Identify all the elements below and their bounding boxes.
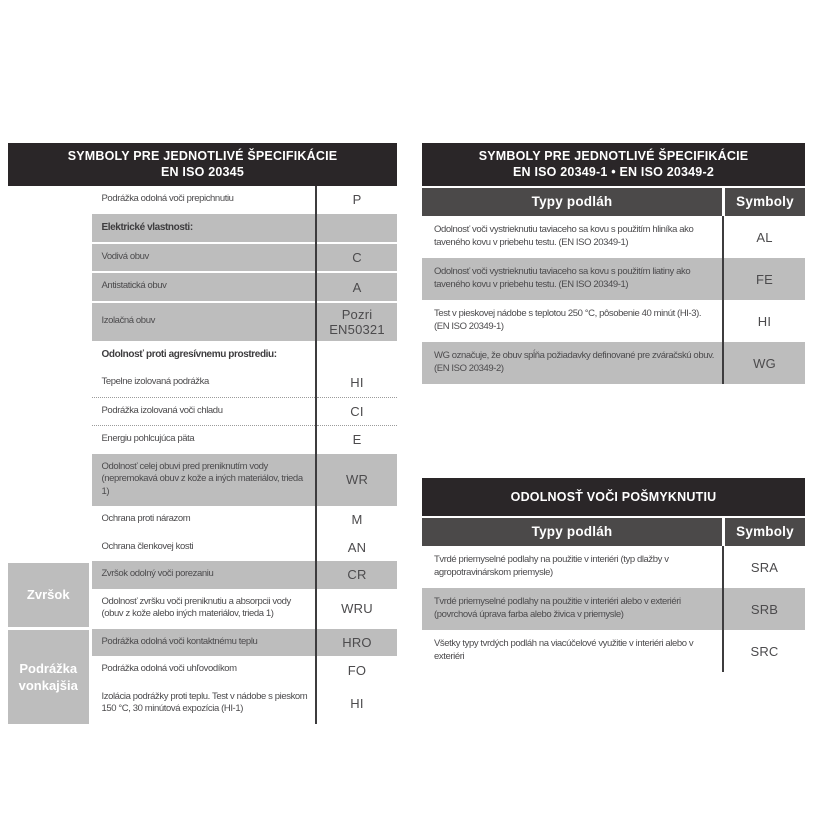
table-slip-resistance: ODOLNOSŤ VOČI POŠMYKNUTIU Typy podláh Sy… bbox=[422, 478, 805, 673]
spec-symbol: M bbox=[317, 506, 397, 534]
spec-description: Podrážka odolná voči prepichnutiu bbox=[90, 186, 317, 214]
spec-row: Všetky typy tvrdých podláh na viacúčelov… bbox=[422, 630, 805, 673]
spec-description: Izolácia podrážky proti teplu. Test v ná… bbox=[90, 683, 317, 724]
spec-symbol: CI bbox=[317, 397, 397, 427]
spec-description: Tepelne izolovaná podrážka bbox=[90, 368, 317, 398]
column-divider bbox=[722, 546, 724, 673]
spec-description: Tvrdé priemyselné podlahy na použitie v … bbox=[422, 588, 724, 631]
col-header-typy-podlah: Typy podláh bbox=[422, 518, 722, 546]
spec-description: Izolačná obuv bbox=[90, 301, 317, 341]
column-headers: Typy podláh Symboly bbox=[422, 188, 805, 216]
table-title-line1: SYMBOLY PRE JEDNOTLIVÉ ŠPECIFIKÁCIE bbox=[67, 149, 338, 163]
spec-symbol: FO bbox=[317, 656, 397, 684]
spec-description: Ochrana členkovej kosti bbox=[90, 533, 317, 562]
spec-description: Vodivá obuv bbox=[90, 242, 317, 274]
spec-row: Ochrana členkovej kosti AN bbox=[8, 533, 397, 562]
spec-row: Izolačná obuv Pozri EN50321 bbox=[8, 301, 397, 341]
row-group-label-zvrsok: Zvršok bbox=[8, 561, 92, 631]
col-header-symboly: Symboly bbox=[725, 518, 805, 546]
col-header-symboly: Symboly bbox=[725, 188, 805, 216]
spec-row: Elektrické vlastnosti: bbox=[8, 213, 397, 244]
spec-row: Odolnosť proti agresívnemu prostrediu: bbox=[8, 340, 397, 369]
spec-row: Odolnosť zvršku voči preniknutiu a absor… bbox=[8, 588, 397, 629]
spec-description: Energiu pohlcujúca päta bbox=[90, 425, 317, 454]
spec-row: Odolnosť voči vystrieknutiu taviaceho sa… bbox=[422, 258, 805, 301]
spec-row: Tvrdé priemyselné podlahy na použitie v … bbox=[422, 588, 805, 631]
spec-description: Test v pieskovej nádobe s teplotou 250 °… bbox=[422, 300, 724, 343]
spec-section-heading: Elektrické vlastnosti: bbox=[90, 213, 317, 244]
spec-row: Podrážka vonkajšia Podrážka odolná voči … bbox=[8, 628, 397, 724]
spec-description: WG označuje, že obuv spĺňa požiadavky de… bbox=[422, 342, 724, 385]
spec-description: Podrážka odolná voči uhľovodíkom bbox=[90, 656, 317, 684]
spec-description: Odolnosť celej obuvi pred preniknutím vo… bbox=[90, 453, 317, 507]
spec-description: Podrážka izolovaná voči chladu bbox=[90, 397, 317, 427]
col-header-typy-podlah: Typy podláh bbox=[422, 188, 722, 216]
table-en-iso-20345: SYMBOLY PRE JEDNOTLIVÉ ŠPECIFIKÁCIE EN I… bbox=[8, 143, 397, 724]
spec-row: Tepelne izolovaná podrážka HI bbox=[8, 368, 397, 398]
spec-description: Tvrdé priemyselné podlahy na použitie v … bbox=[422, 546, 724, 589]
table-title-line2: EN ISO 20345 bbox=[160, 165, 244, 179]
spec-symbol: HI bbox=[317, 368, 397, 398]
spec-row: Zvršok Zvršok odolný voči porezaniu CR bbox=[8, 561, 397, 631]
spec-symbol: SRA bbox=[724, 546, 805, 589]
table-title: ODOLNOSŤ VOČI POŠMYKNUTIU bbox=[510, 490, 717, 504]
spec-symbol: WG bbox=[724, 342, 805, 385]
table-title-line1: SYMBOLY PRE JEDNOTLIVÉ ŠPECIFIKÁCIE bbox=[478, 149, 749, 163]
spec-table: Podrážky obuvi Podrážka odolná voči prep… bbox=[8, 186, 397, 724]
spec-description: Všetky typy tvrdých podláh na viacúčelov… bbox=[422, 630, 724, 673]
column-divider bbox=[315, 186, 317, 724]
spec-symbol: P bbox=[317, 186, 397, 214]
spec-description: Odolnosť voči vystrieknutiu taviaceho sa… bbox=[422, 258, 724, 301]
spec-symbol: AL bbox=[724, 216, 805, 259]
spec-row: Ochrana proti nárazom M bbox=[8, 506, 397, 534]
spec-row: Tvrdé priemyselné podlahy na použitie v … bbox=[422, 546, 805, 589]
spec-section-heading: Odolnosť proti agresívnemu prostrediu: bbox=[90, 340, 317, 369]
spec-row: Podrážky obuvi Podrážka odolná voči prep… bbox=[8, 186, 397, 563]
spec-row: Podrážka odolná voči uhľovodíkom FO bbox=[8, 656, 397, 684]
spec-symbol: HI bbox=[317, 683, 397, 724]
spec-symbol: WR bbox=[317, 453, 397, 507]
row-group-label-podrazka-vonkajsia: Podrážka vonkajšia bbox=[8, 628, 92, 724]
spec-row: Odolnosť celej obuvi pred preniknutím vo… bbox=[8, 453, 397, 507]
spec-description: Odolnosť zvršku voči preniknutiu a absor… bbox=[90, 588, 317, 629]
spec-description: Podrážka odolná voči kontaktnému teplu bbox=[90, 628, 317, 657]
spec-symbol: Pozri EN50321 bbox=[317, 301, 397, 341]
spec-symbol: C bbox=[317, 242, 397, 274]
spec-description: Ochrana proti nárazom bbox=[90, 506, 317, 534]
table-en-iso-20345-header: SYMBOLY PRE JEDNOTLIVÉ ŠPECIFIKÁCIE EN I… bbox=[8, 143, 397, 186]
spec-symbol: FE bbox=[724, 258, 805, 301]
spec-symbol: E bbox=[317, 425, 397, 454]
spec-row: Test v pieskovej nádobe s teplotou 250 °… bbox=[422, 300, 805, 343]
spec-symbol: SRB bbox=[724, 588, 805, 631]
spec-symbol: AN bbox=[317, 533, 397, 562]
spec-description: Zvršok odolný voči porezaniu bbox=[90, 561, 317, 589]
spec-symbol: WRU bbox=[317, 588, 397, 629]
spec-symbol bbox=[317, 213, 397, 244]
spec-symbol: HRO bbox=[317, 628, 397, 657]
spec-description: Odolnosť voči vystrieknutiu taviaceho sa… bbox=[422, 216, 724, 259]
spec-symbol: A bbox=[317, 272, 397, 303]
spec-row: Izolácia podrážky proti teplu. Test v ná… bbox=[8, 683, 397, 724]
spec-row: Odolnosť voči vystrieknutiu taviaceho sa… bbox=[422, 216, 805, 259]
spec-symbol: HI bbox=[724, 300, 805, 343]
table-slip-resistance-header: ODOLNOSŤ VOČI POŠMYKNUTIU bbox=[422, 478, 805, 516]
table-en-iso-20349: SYMBOLY PRE JEDNOTLIVÉ ŠPECIFIKÁCIE EN I… bbox=[422, 143, 805, 385]
spec-row: Antistatická obuv A bbox=[8, 272, 397, 303]
spec-row: Podrážka izolovaná voči chladu CI bbox=[8, 397, 397, 427]
spec-symbol: CR bbox=[317, 561, 397, 589]
spec-row: Vodivá obuv C bbox=[8, 242, 397, 274]
spec-symbol bbox=[317, 340, 397, 369]
spec-table: Odolnosť voči vystrieknutiu taviaceho sa… bbox=[422, 216, 805, 385]
row-group-label-podrazky-obuvi: Podrážky obuvi bbox=[8, 186, 92, 563]
spec-row: Energiu pohlcujúca päta E bbox=[8, 425, 397, 454]
table-en-iso-20349-header: SYMBOLY PRE JEDNOTLIVÉ ŠPECIFIKÁCIE EN I… bbox=[422, 143, 805, 186]
spec-table: Tvrdé priemyselné podlahy na použitie v … bbox=[422, 546, 805, 673]
spec-row: WG označuje, že obuv spĺňa požiadavky de… bbox=[422, 342, 805, 385]
column-divider bbox=[722, 216, 724, 385]
spec-symbol: SRC bbox=[724, 630, 805, 673]
table-title-line2: EN ISO 20349-1 • EN ISO 20349-2 bbox=[513, 165, 714, 179]
spec-description: Antistatická obuv bbox=[90, 272, 317, 303]
column-headers: Typy podláh Symboly bbox=[422, 518, 805, 546]
